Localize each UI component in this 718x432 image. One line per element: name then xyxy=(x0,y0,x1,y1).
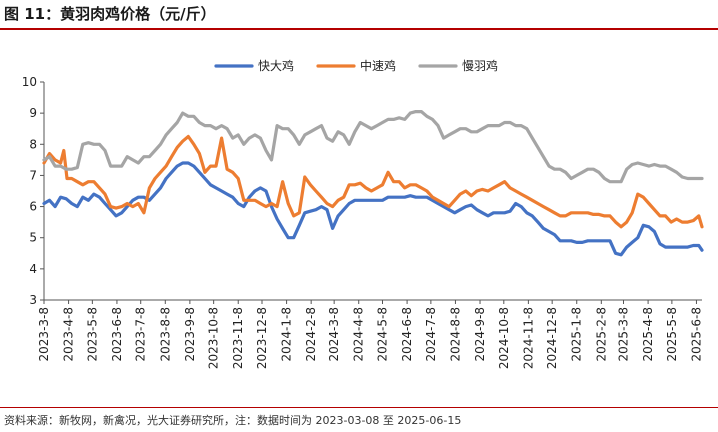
y-tick-label: 7 xyxy=(29,168,37,182)
x-tick-label: 2025-3-8 xyxy=(617,307,631,361)
x-tick-label: 2023-10-8 xyxy=(207,307,221,369)
x-tick-label: 2023-6-8 xyxy=(110,307,124,361)
x-tick-label: 2023-8-8 xyxy=(158,307,172,361)
x-tick-label: 2024-5-8 xyxy=(376,307,390,361)
y-axis: 3 4 5 6 7 8 9 10 xyxy=(22,75,45,307)
y-tick-label: 10 xyxy=(22,75,37,89)
footer-divider xyxy=(0,407,718,408)
x-tick-label: 2024-3-8 xyxy=(327,307,341,361)
chart-legend: 快大鸡 中速鸡 慢羽鸡 xyxy=(214,58,498,73)
y-tick-label: 5 xyxy=(29,231,37,245)
legend-label-3: 慢羽鸡 xyxy=(462,58,498,73)
x-axis: 2023-3-8 2023-4-8 2023-5-8 2023-6-8 2023-7-8… xyxy=(37,299,703,369)
series-line-2 xyxy=(42,134,704,229)
y-tick-label: 3 xyxy=(29,293,37,307)
series-line-1 xyxy=(42,161,704,257)
x-tick-label: 2025-2-8 xyxy=(594,307,608,361)
x-tick-label: 2024-4-8 xyxy=(352,307,366,361)
x-tick-label: 2023-11-8 xyxy=(231,307,245,369)
series-line-3 xyxy=(42,110,704,184)
x-tick-label: 2023-7-8 xyxy=(134,307,148,361)
x-tick-label: 2024-11-8 xyxy=(521,307,535,369)
x-tick-label: 2025-4-8 xyxy=(641,307,655,361)
legend-label-1: 快大鸡 xyxy=(258,58,294,73)
title-divider xyxy=(0,28,718,30)
y-tick-label: 8 xyxy=(29,137,37,151)
x-tick-label: 2023-9-8 xyxy=(183,307,197,361)
series-layer xyxy=(42,110,704,257)
x-tick-label: 2024-12-8 xyxy=(545,307,559,369)
y-tick-label: 6 xyxy=(29,200,37,214)
x-tick-label: 2024-6-8 xyxy=(400,307,414,361)
figure-title: 图 11：黄羽肉鸡价格（元/斤） xyxy=(4,5,216,23)
x-tick-label: 2024-1-8 xyxy=(280,307,294,361)
x-tick-label: 2023-3-8 xyxy=(37,307,51,361)
y-tick-label: 9 xyxy=(29,106,37,120)
x-tick-label: 2023-12-8 xyxy=(255,307,269,369)
x-tick-label: 2023-5-8 xyxy=(85,307,99,361)
x-tick-label: 2024-10-8 xyxy=(497,307,511,369)
legend-label-2: 中速鸡 xyxy=(360,58,396,73)
x-tick-label: 2023-4-8 xyxy=(62,307,76,361)
x-tick-label: 2025-6-8 xyxy=(689,307,703,361)
x-tick-label: 2024-7-8 xyxy=(424,307,438,361)
x-tick-label: 2025-1-8 xyxy=(570,307,584,361)
source-note: 资料来源：新牧网，新禽况，光大证券研究所，注：数据时间为 2023-03-08 … xyxy=(4,414,462,427)
x-tick-label: 2024-9-8 xyxy=(473,307,487,361)
x-tick-label: 2025-5-8 xyxy=(665,307,679,361)
x-tick-label: 2024-8-8 xyxy=(448,307,462,361)
x-tick-label: 2024-2-8 xyxy=(304,307,318,361)
y-tick-label: 4 xyxy=(29,262,37,276)
